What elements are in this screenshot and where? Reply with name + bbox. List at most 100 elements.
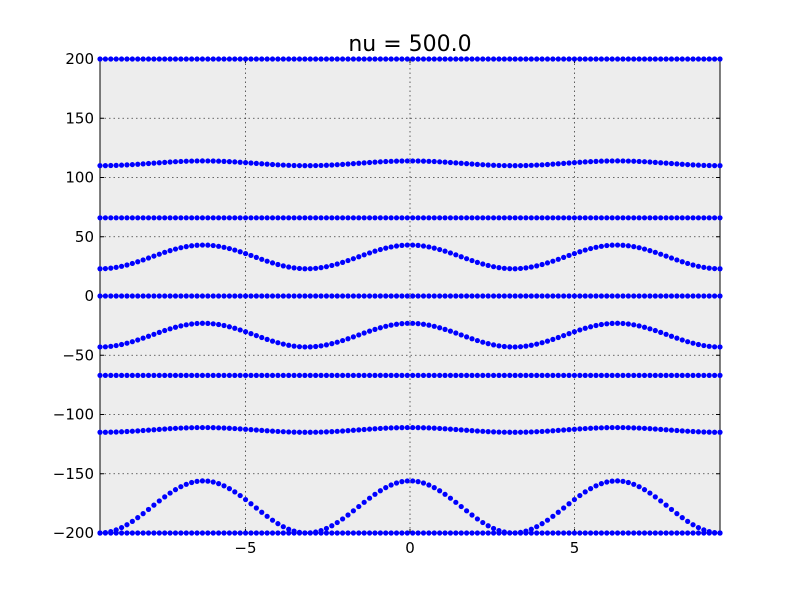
data-point [561, 254, 567, 260]
data-point [528, 162, 534, 168]
data-point [129, 518, 135, 524]
data-point [604, 425, 610, 431]
data-point [647, 426, 653, 432]
data-point [496, 343, 502, 349]
data-point [361, 252, 367, 258]
data-point [420, 293, 427, 299]
data-point [366, 56, 373, 62]
data-point [291, 293, 297, 299]
data-point [399, 425, 405, 431]
data-point [329, 293, 335, 299]
data-point [528, 293, 534, 299]
data-point [641, 246, 648, 252]
data-point [437, 246, 443, 253]
data-point [598, 321, 604, 328]
data-point [609, 293, 615, 299]
data-point [469, 56, 475, 62]
data-point [588, 372, 594, 378]
data-point [129, 56, 135, 62]
data-point [286, 530, 292, 536]
data-point [216, 481, 222, 487]
data-point [366, 250, 373, 256]
data-point [652, 56, 658, 62]
data-point [480, 339, 486, 345]
data-point [167, 56, 173, 62]
data-point [280, 524, 286, 530]
data-point [582, 56, 588, 62]
data-point [647, 159, 653, 165]
data-point [544, 372, 551, 378]
data-point [604, 530, 610, 536]
data-point [550, 336, 556, 342]
data-point [350, 256, 356, 262]
data-point [464, 372, 470, 378]
data-point [464, 530, 470, 536]
data-point [431, 293, 437, 299]
data-point [383, 215, 389, 221]
data-point [323, 530, 330, 536]
data-point [604, 242, 610, 249]
data-point [544, 293, 551, 299]
data-point [199, 478, 206, 484]
data-point [156, 329, 162, 335]
data-point [113, 372, 119, 378]
data-point [706, 265, 712, 271]
data-point [248, 160, 254, 166]
data-point [145, 215, 152, 221]
data-point [172, 372, 179, 378]
data-point [108, 265, 114, 271]
data-point [431, 245, 437, 251]
data-point [442, 372, 448, 378]
data-point [145, 530, 152, 536]
data-point [561, 372, 567, 378]
data-point [577, 530, 583, 536]
data-point [172, 56, 179, 62]
data-point [717, 56, 723, 62]
data-point [113, 293, 119, 299]
data-point [97, 344, 103, 350]
data-point [523, 293, 529, 299]
data-point [442, 426, 448, 432]
data-point [501, 293, 507, 299]
data-point [571, 293, 578, 299]
data-point [388, 372, 394, 378]
data-point [377, 159, 383, 165]
data-point [242, 160, 249, 166]
data-point [275, 372, 281, 378]
data-point [469, 161, 475, 167]
data-point [393, 158, 400, 164]
data-point [189, 243, 195, 249]
data-point [399, 321, 405, 327]
data-point [350, 293, 356, 299]
data-point [717, 293, 723, 299]
data-point [528, 342, 534, 348]
data-point [685, 260, 691, 267]
data-point [102, 372, 108, 378]
data-point [334, 162, 340, 168]
data-point [625, 243, 631, 249]
data-point [199, 215, 206, 221]
data-point [690, 56, 696, 62]
data-point [280, 293, 286, 299]
data-point [668, 372, 675, 378]
data-point [410, 158, 416, 164]
data-point [313, 56, 319, 62]
data-point [674, 56, 680, 62]
data-point [555, 256, 561, 262]
data-point [194, 293, 200, 299]
data-point [480, 293, 486, 299]
data-point [302, 344, 308, 350]
data-point [496, 530, 502, 536]
data-point [620, 424, 626, 431]
data-point [555, 509, 561, 515]
data-point [641, 324, 648, 330]
data-point [641, 487, 648, 493]
data-point [663, 253, 669, 259]
data-point [248, 530, 254, 536]
data-point [501, 215, 507, 221]
data-point [183, 481, 189, 487]
data-point [474, 293, 480, 299]
data-point [550, 56, 556, 62]
data-point [167, 215, 173, 221]
data-point [264, 56, 270, 62]
